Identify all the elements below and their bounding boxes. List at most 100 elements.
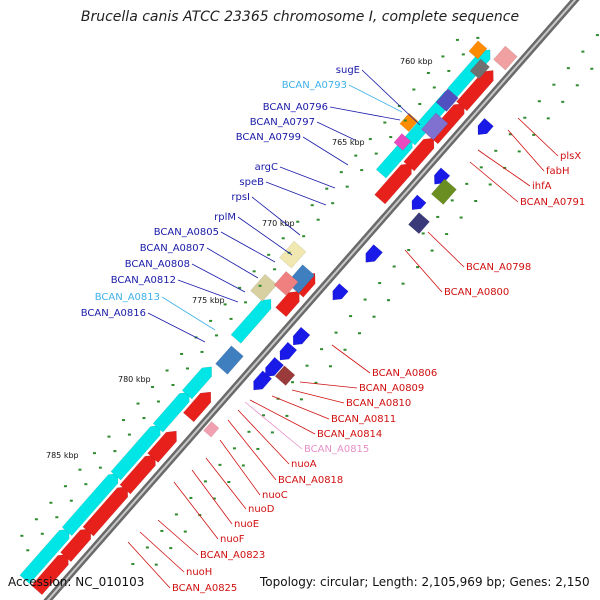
sequence-tick [156,400,160,403]
sequence-tick [508,133,512,136]
reverse-gene [332,283,349,301]
forward-gene [456,70,494,112]
sequence-tick [26,549,30,552]
map-title: Brucella canis ATCC 23365 chromosome I, … [80,9,520,25]
gene-label-left: BCAN_A0816 [81,308,146,319]
forward-gene [275,291,300,318]
gene-label-left: rplM [214,212,236,223]
forward-gene [119,454,156,495]
reverse-gene [279,341,298,361]
leader-line [249,399,316,435]
sequence-tick [412,88,416,91]
reverse-gene [292,326,311,346]
gene-label-right: BCAN_A0806 [372,368,437,379]
sequence-tick [465,182,469,185]
sequence-tick [334,331,338,334]
forward-gene [82,486,129,537]
sequence-tick [432,86,436,89]
sequence-tick [183,530,187,533]
sequence-tick [215,334,219,337]
sequence-tick [160,529,164,532]
kbp-label: 760 kbp [400,57,433,66]
sequence-tick [244,301,248,304]
leader-line [251,196,301,236]
gene-label-right: nuoA [291,459,317,470]
sequence-tick [455,38,459,41]
leader-line [244,401,303,450]
gene-label-right: ihfA [532,181,552,192]
gene-label-right: plsX [560,151,581,162]
sequence-tick [566,67,570,70]
forward-gene [374,163,412,205]
sequence-tick [343,348,347,351]
gene-block [203,421,220,438]
sequence-tick [320,348,324,351]
sequence-tick [154,563,158,566]
sequence-tick [174,513,178,516]
sequence-tick [447,69,451,72]
reverse-gene [411,194,427,211]
sequence-tick [430,249,434,252]
sequence-tick [281,237,285,240]
gene-block [250,273,278,302]
sequence-tick [401,282,405,285]
sequence-tick [450,199,454,202]
gene-block [274,365,296,386]
leader-line [139,531,185,573]
sequence-tick [403,119,407,122]
leader-line [507,129,545,172]
sequence-tick [151,386,155,389]
sequence-tick [20,534,24,537]
sequence-tick [84,483,88,486]
sequence-tick [55,516,59,519]
sequence-tick [92,452,96,455]
sequence-tick [212,497,216,500]
gene-label-left: argC [255,162,278,173]
leader-line [219,439,261,496]
gene-block [393,133,412,151]
sequence-tick [310,204,314,207]
sequence-tick [113,450,117,453]
sequence-tick [474,199,478,202]
sequence-tick [285,414,289,417]
sequence-tick [165,369,169,372]
gene-label-right: BCAN_A0825 [172,583,237,594]
gene-block [279,240,307,269]
leader-line [173,481,219,540]
sequence-tick [441,55,445,58]
sequence-tick [185,367,189,370]
sequence-tick [273,268,277,271]
sequence-tick [581,50,585,53]
leader-line [147,312,206,343]
leader-line [302,136,349,166]
leader-line [517,117,559,157]
sequence-tick [378,282,382,285]
forward-gene [147,430,177,463]
sequence-tick [314,381,318,384]
sequence-tick [389,136,393,139]
sequence-tick [252,270,256,273]
cds-block [230,298,272,344]
sequence-tick [302,235,306,238]
leader-line [331,344,371,374]
gene-label-right: BCAN_A0823 [200,550,265,561]
cds-block [110,425,161,481]
forward-gene [403,137,435,172]
leader-line [279,166,336,189]
leader-line [127,541,171,589]
gene-block [408,212,430,235]
sequence-tick [63,485,67,488]
leader-line [205,457,247,510]
sequence-tick [299,398,303,401]
leader-line [291,389,345,404]
gene-label-right: BCAN_A0809 [359,383,424,394]
gene-label-left: BCAN_A0796 [263,102,328,113]
gene-label-left: BCAN_A0808 [125,259,190,270]
sequence-tick [78,468,82,471]
sequence-tick [296,220,300,223]
accession-text: Accession: NC_010103 [8,575,145,589]
backbone-highlight [46,0,577,600]
leader-line [177,279,239,303]
cds-block [61,473,119,537]
sequence-tick [107,435,111,438]
